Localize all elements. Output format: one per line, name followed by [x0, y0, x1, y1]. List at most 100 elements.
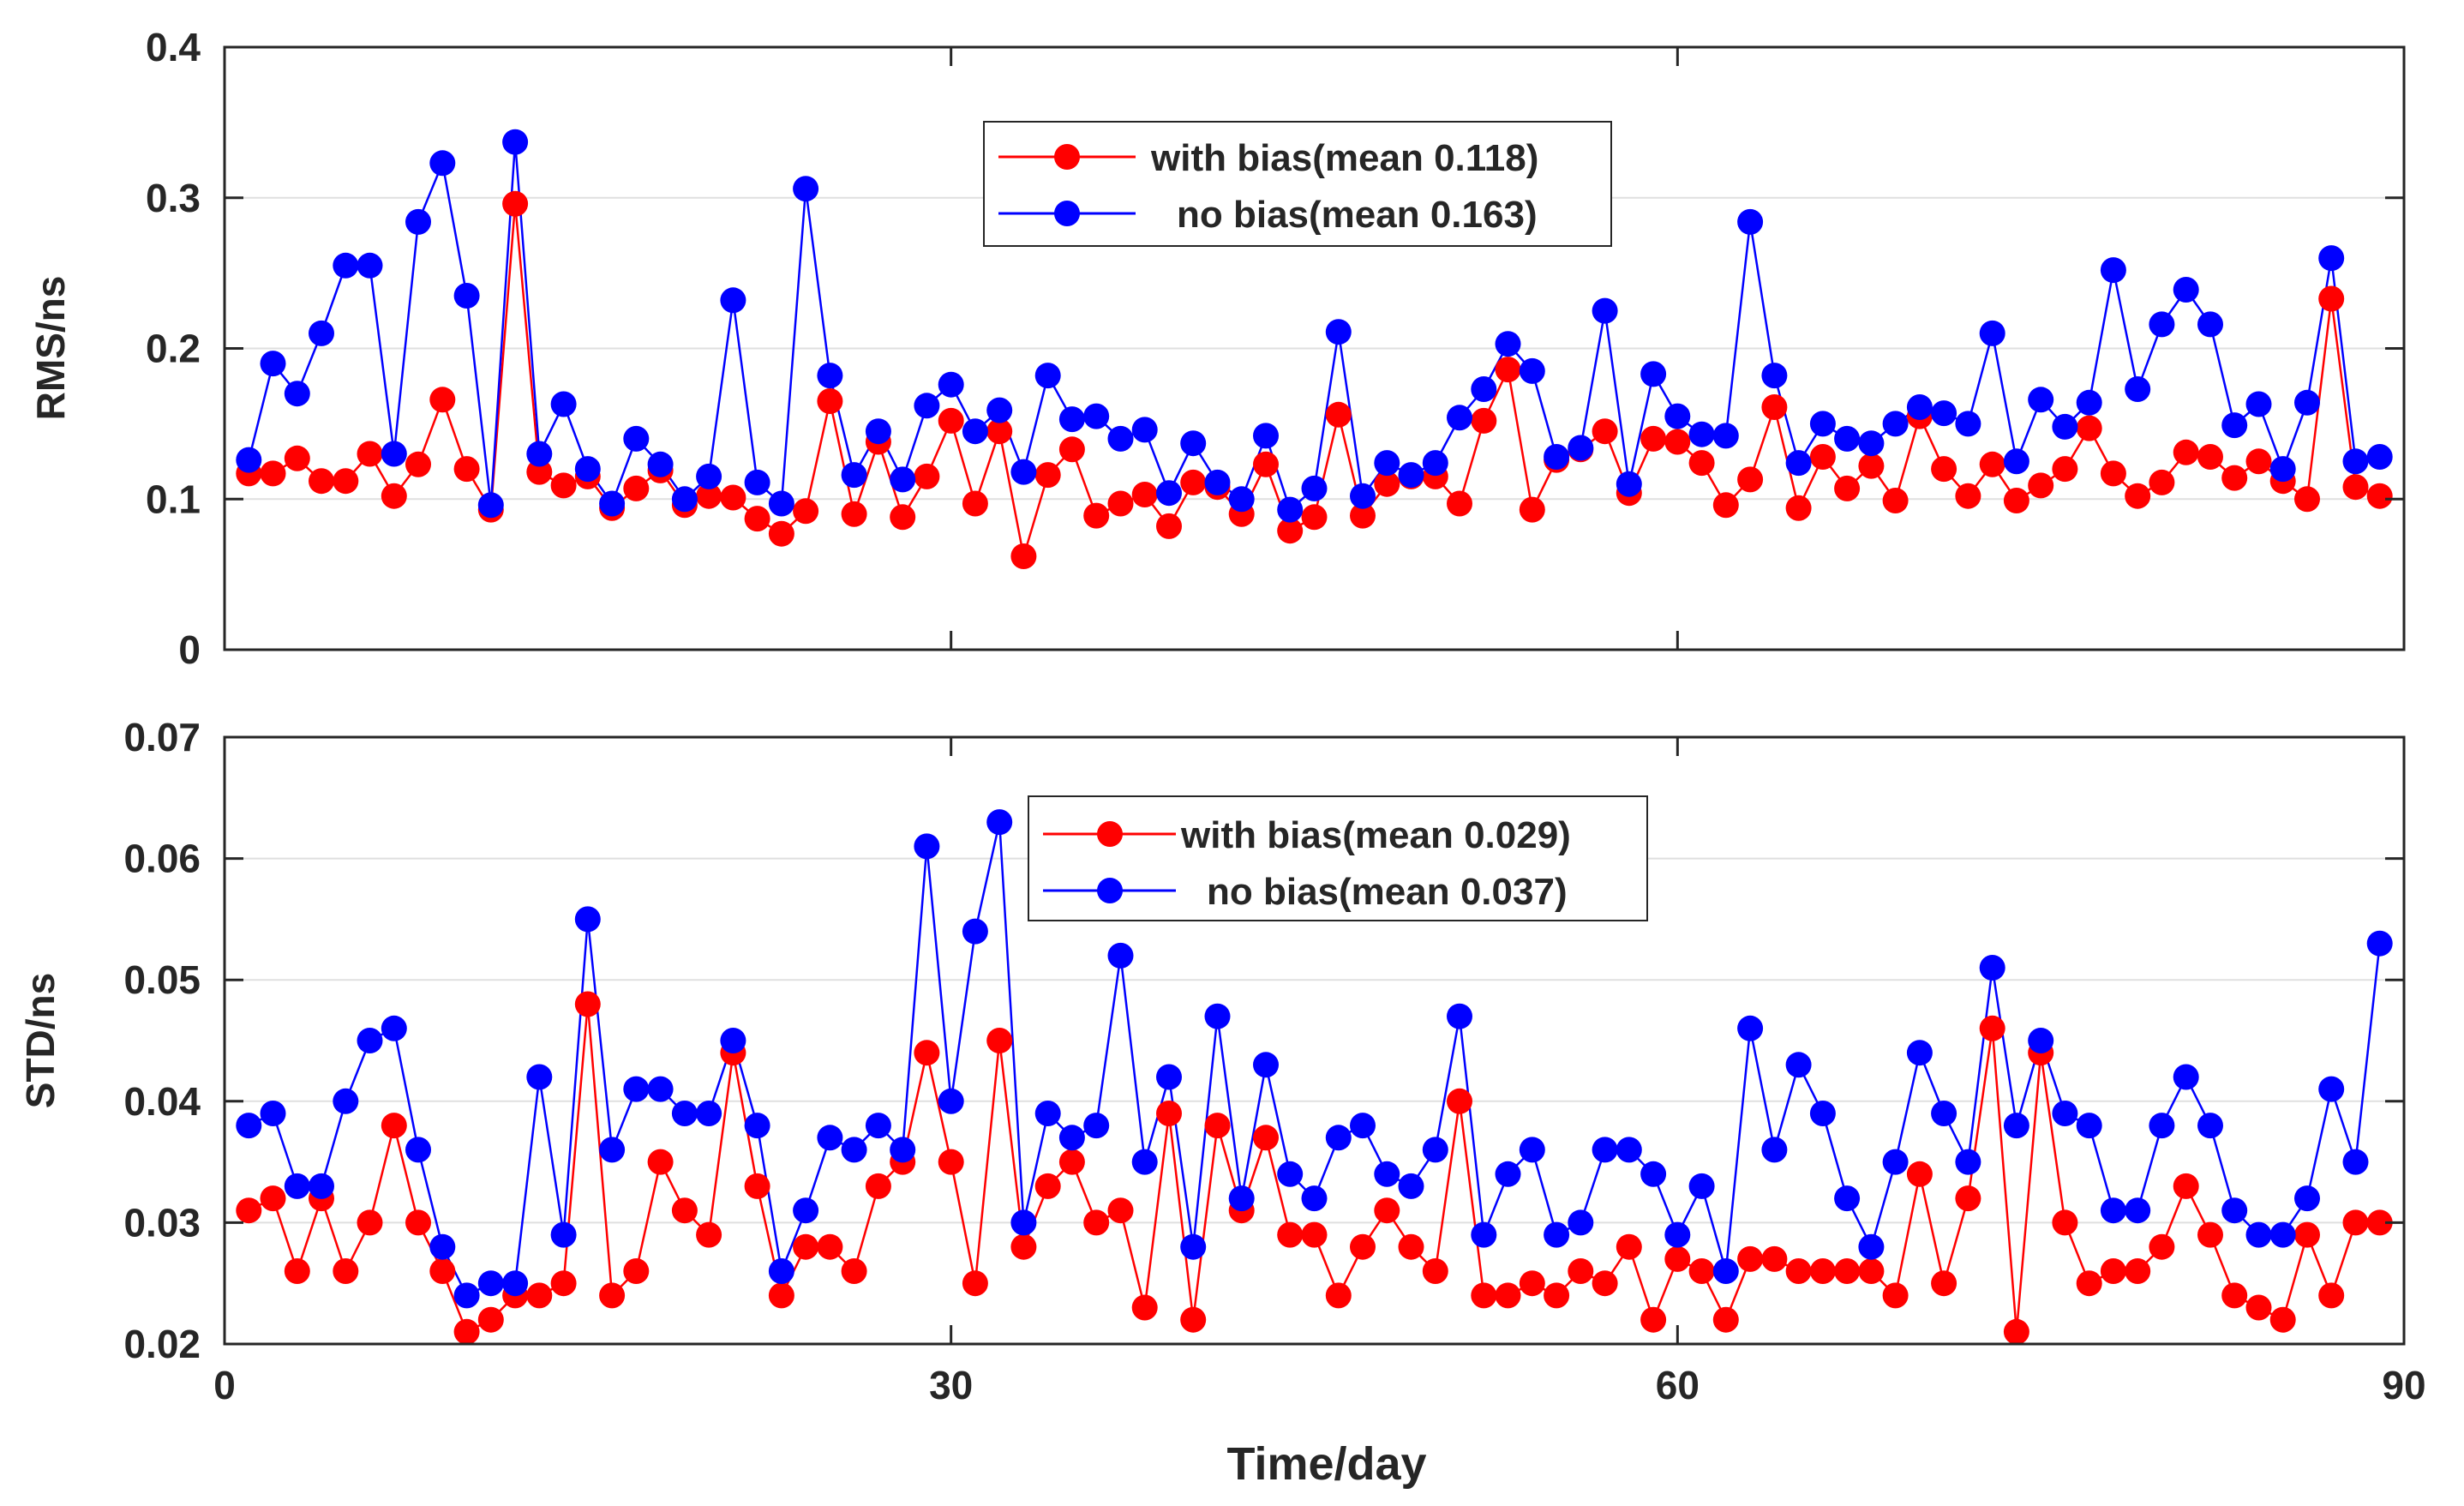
std-series-1-point [2052, 1101, 2078, 1126]
rms-series-1-point [1471, 376, 1497, 402]
std-legend: with bias(mean 0.029) no bias(mean 0.037… [1028, 795, 1648, 921]
rms-ytick-label: 0.2 [146, 327, 201, 371]
std-series-1-point [453, 1282, 480, 1309]
std-series-0-point [1592, 1270, 1618, 1297]
std-series-1-point [574, 906, 601, 933]
std-series-0-point [1253, 1125, 1279, 1151]
std-series-1-point [502, 1270, 529, 1297]
std-series-0-point [477, 1306, 504, 1333]
std-series-0-point [453, 1318, 480, 1345]
rms-series-0-point [453, 456, 480, 483]
std-series-1-point [1495, 1161, 1521, 1187]
rms-series-1-point [793, 176, 819, 202]
std-series-0-point [2076, 1270, 2102, 1297]
std-series-1-point [1616, 1137, 1642, 1163]
rms-series-0-point [744, 506, 770, 532]
std-series-0-point [1180, 1306, 1207, 1333]
std-series-0-point [333, 1258, 359, 1284]
std-series-1-point [1834, 1185, 1861, 1212]
std-series-0-point [2173, 1173, 2199, 1199]
rms-series-0-point [357, 441, 383, 467]
std-series-0-point [1712, 1306, 1739, 1333]
std-series-0-point [938, 1149, 964, 1175]
std-series-0-point [1955, 1185, 1981, 1212]
rms-series-1-point [817, 363, 843, 389]
rms-series-1-point [2076, 389, 2102, 416]
rms-series-0-point [1712, 492, 1739, 519]
std-series-0-point [1058, 1149, 1085, 1175]
std-series-1-point [526, 1064, 553, 1090]
std-series-0-point [1688, 1258, 1715, 1284]
std-series-0-point [1882, 1282, 1909, 1309]
std-legend-marker-no-bias [1097, 878, 1123, 903]
rms-series-0-point [1058, 436, 1085, 463]
rms-panel: 0 0.1 0.2 0.3 0.4 RMS/ns with bias(mean 0.11… [28, 25, 2406, 672]
rms-series-0-point [938, 407, 964, 434]
rms-series-0-point [1495, 357, 1521, 383]
rms-series-0-point [2366, 483, 2393, 509]
rms-series-0-point [2003, 488, 2029, 513]
std-series-0-point [2125, 1258, 2151, 1284]
std-series-1-point [962, 918, 988, 945]
std-series-1-point [1422, 1137, 1448, 1163]
rms-series-0-point [2294, 486, 2320, 513]
rms-series-1-point [381, 441, 407, 467]
rms-series-1-point [623, 425, 650, 452]
std-series-1-point [309, 1173, 334, 1199]
std-series-1-point [1010, 1209, 1037, 1236]
rms-series-1-point [1834, 425, 1861, 452]
std-series-0-point [1931, 1270, 1957, 1297]
std-ytick-label: 0.03 [123, 1200, 201, 1245]
std-series-1-point [599, 1137, 626, 1163]
std-ytick-label: 0.05 [123, 957, 201, 1002]
rms-series-markers [236, 129, 2393, 569]
std-series-0-point [1519, 1270, 1545, 1297]
std-series-1-point [333, 1088, 359, 1114]
std-series-1-point [1664, 1221, 1691, 1248]
rms-series-1-point [671, 486, 698, 513]
std-series-0-point [1664, 1245, 1691, 1272]
std-series-1-point [1568, 1209, 1594, 1236]
std-series-0-point [1834, 1258, 1861, 1284]
std-series-0-point [744, 1173, 770, 1199]
std-series-1-point [1228, 1185, 1255, 1212]
rms-series-0-point [1374, 471, 1400, 497]
std-series-1-point [1979, 955, 2005, 981]
rms-series-1-point [333, 252, 359, 279]
rms-legend-marker-with-bias [1054, 144, 1080, 170]
rms-series-1-point [1664, 403, 1691, 429]
std-series-1-point [236, 1113, 262, 1139]
std-series-1-point [768, 1258, 794, 1284]
std-series-1-point [938, 1088, 964, 1114]
rms-series-1-point [2100, 257, 2126, 284]
rms-series-1-point [1592, 297, 1618, 324]
std-series-1-point [2100, 1197, 2126, 1224]
std-series-0-point [2003, 1318, 2029, 1345]
rms-series-1-point [1544, 444, 1570, 470]
rms-series-1-point [2028, 387, 2054, 413]
std-series-0-point [1398, 1233, 1424, 1260]
rms-series-1-point [1640, 361, 1667, 387]
std-series-1-point [2269, 1221, 2296, 1248]
std-ytick-label: 0.04 [123, 1079, 201, 1124]
rms-series-0-point [2076, 415, 2102, 441]
rms-series-0-point [962, 490, 988, 517]
std-series-0-point [817, 1233, 843, 1260]
std-series-1-point [2003, 1113, 2029, 1139]
std-series-1-point [1034, 1101, 1061, 1126]
std-series-1-point [1398, 1173, 1424, 1199]
rms-series-0-point [623, 475, 650, 501]
rms-series-0-point [1979, 451, 2005, 477]
rms-series-0-point [1809, 444, 1836, 470]
rms-series-0-point [2318, 285, 2345, 312]
rms-series-1-point [865, 418, 891, 445]
rms-series-1-point [2197, 311, 2223, 338]
std-series-0-point [1301, 1221, 1328, 1248]
std-series-1-point [1325, 1125, 1352, 1151]
rms-series-1-point [986, 397, 1013, 423]
rms-series-0-point [696, 483, 722, 509]
rms-series-1-point [260, 351, 286, 377]
std-series-0-point [2269, 1306, 2296, 1333]
std-series-0-point [2294, 1221, 2320, 1248]
